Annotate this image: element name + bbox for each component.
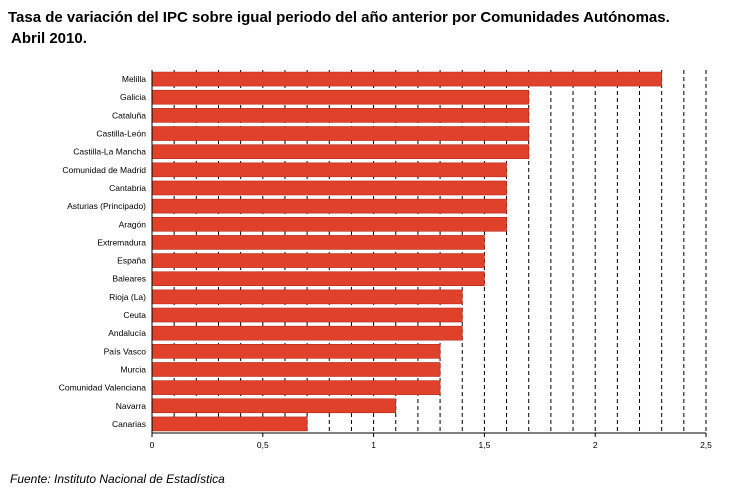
bars-group xyxy=(151,71,662,432)
title-line-1: Tasa de variación del IPC sobre igual pe… xyxy=(8,9,670,26)
bar xyxy=(151,398,397,414)
category-label: Galicia xyxy=(120,92,146,102)
category-label: País Vasco xyxy=(104,346,147,356)
category-label: Andalucía xyxy=(108,328,146,338)
x-tick-label: 0,5 xyxy=(257,440,269,450)
bar xyxy=(151,344,441,359)
category-label: Baleares xyxy=(112,274,146,284)
category-label: Asturias (Principado) xyxy=(67,201,146,211)
bar xyxy=(151,416,308,432)
bar xyxy=(151,271,485,287)
x-tick-label: 1 xyxy=(371,440,376,450)
category-label: Murcia xyxy=(120,364,146,374)
category-label: Comunidad de Madrid xyxy=(62,165,146,175)
bar xyxy=(151,144,530,159)
bar xyxy=(151,89,530,105)
bar xyxy=(151,253,485,268)
x-tick-label: 1,5 xyxy=(478,440,490,450)
category-label: Melilla xyxy=(122,74,146,84)
bar xyxy=(151,307,463,323)
source-note: Fuente: Instituto Nacional de Estadístic… xyxy=(10,472,225,486)
x-tick-label: 0 xyxy=(150,440,155,450)
category-label: Canarias xyxy=(112,419,146,429)
bar xyxy=(151,126,530,141)
x-axis: 0 0,5 1 1,5 2 2,5 xyxy=(150,70,712,450)
category-label: España xyxy=(117,256,146,266)
bar xyxy=(151,235,485,250)
category-label: Cataluña xyxy=(112,110,146,120)
grid-lines xyxy=(173,70,707,433)
category-label: Castilla-La Mancha xyxy=(73,147,146,157)
category-label: Extremadura xyxy=(97,237,146,247)
bar xyxy=(151,71,662,87)
x-tick-label: 2 xyxy=(593,440,598,450)
x-tick-label: 2,5 xyxy=(700,440,712,450)
bar xyxy=(151,108,530,123)
category-label: Castilla-León xyxy=(96,129,146,139)
bar xyxy=(151,362,441,377)
bar xyxy=(151,380,441,395)
category-label: Cantabria xyxy=(109,183,146,193)
bar xyxy=(151,180,507,196)
category-label: Comunidad Valenciana xyxy=(59,383,147,393)
bar xyxy=(151,289,463,305)
category-label: Navarra xyxy=(116,401,147,411)
bar xyxy=(151,198,507,214)
bar xyxy=(151,216,507,232)
category-label: Ceuta xyxy=(123,310,146,320)
category-label: Rioja (La) xyxy=(109,292,146,302)
chart-title: Tasa de variación del IPC sobre igual pe… xyxy=(8,7,748,49)
bar xyxy=(151,325,463,341)
category-labels: Melilla Galicia Cataluña Castilla-León Casti… xyxy=(59,74,147,429)
category-label: Aragón xyxy=(119,219,147,229)
title-line-2: Abril 2010. xyxy=(11,30,87,47)
bar xyxy=(151,162,507,178)
